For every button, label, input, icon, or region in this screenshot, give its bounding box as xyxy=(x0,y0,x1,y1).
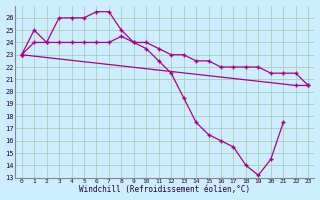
X-axis label: Windchill (Refroidissement éolien,°C): Windchill (Refroidissement éolien,°C) xyxy=(79,185,251,194)
